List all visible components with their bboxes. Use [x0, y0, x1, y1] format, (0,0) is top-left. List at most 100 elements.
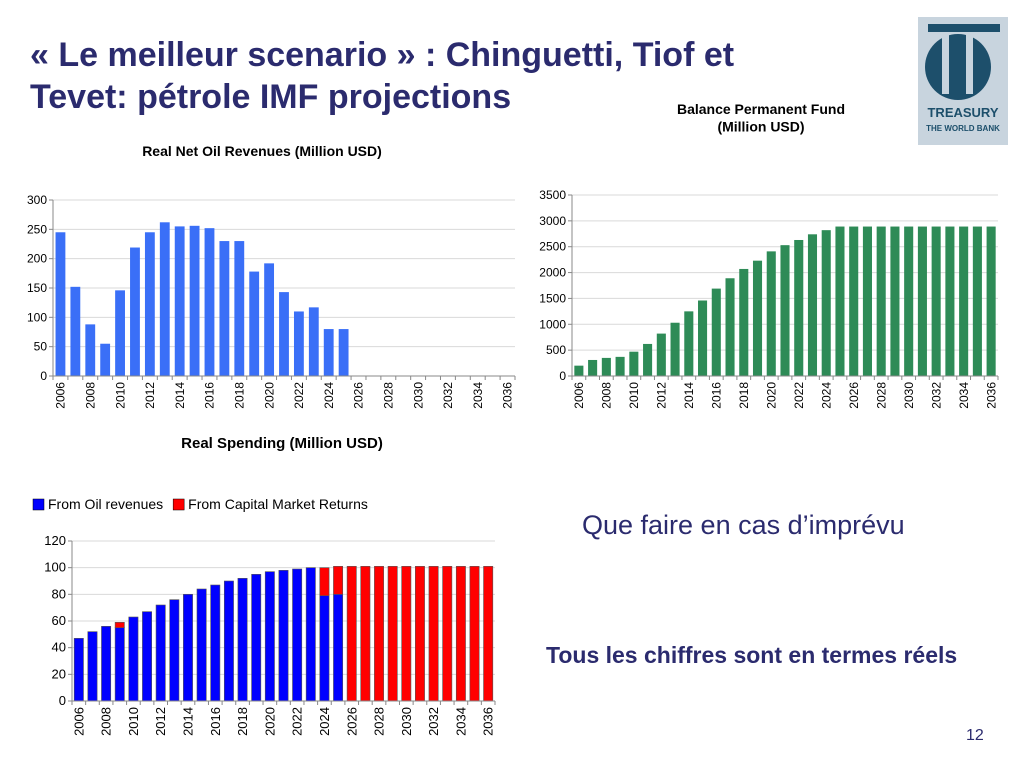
x-tick-label: 2014 — [682, 382, 696, 409]
x-tick-label: 2014 — [181, 707, 196, 736]
legend-swatch-0 — [32, 498, 45, 511]
bar-2009 — [100, 343, 111, 376]
x-tick-label: 2030 — [902, 382, 916, 409]
bar-2026 — [849, 226, 859, 376]
bar-0-2022 — [292, 568, 303, 702]
real-spending-chart: Real Spending (Million USD) From Oil reve… — [32, 435, 496, 736]
x-tick-label: 2030 — [411, 382, 425, 409]
x-tick-label: 2028 — [382, 382, 396, 409]
bar-2016 — [711, 288, 721, 376]
permanent-fund-chart: Balance Permanent Fund (Million USD) 0 500 1… — [539, 101, 999, 409]
x-tick-label: 2006 — [71, 707, 86, 736]
subtext-imprevu: Que faire en cas d’imprévu — [582, 510, 905, 540]
y-tick-label: 80 — [52, 586, 66, 601]
bar-2020 — [264, 263, 275, 376]
bar-1-2036 — [483, 566, 494, 702]
bar-1-2029 — [387, 566, 398, 702]
bar-1-2028 — [374, 566, 384, 702]
x-tick-label: 2018 — [232, 382, 246, 409]
x-tick-label: 2016 — [203, 382, 217, 409]
y-tick-label: 1500 — [539, 291, 566, 305]
bar-2014 — [684, 311, 694, 376]
bar-2023 — [807, 234, 818, 376]
x-tick-label: 2034 — [957, 382, 971, 409]
bar-0-2019 — [251, 574, 262, 702]
bar-1-2030 — [401, 566, 412, 702]
x-tick-label: 2012 — [143, 382, 157, 409]
legend-label-1: From Capital Market Returns — [188, 496, 368, 512]
bar-2034 — [959, 226, 969, 376]
bar-2035 — [972, 226, 982, 376]
bar-1-2031 — [415, 566, 425, 702]
bar-2022 — [293, 311, 304, 376]
bar-2006 — [574, 365, 584, 376]
bar-2017 — [219, 241, 230, 376]
bar-2012 — [144, 232, 155, 376]
bar-2020 — [766, 251, 776, 376]
bar-2023 — [308, 307, 319, 376]
bar-2015 — [698, 300, 708, 376]
bar-2010 — [115, 290, 125, 376]
page-number: 12 — [966, 727, 984, 744]
bar-2014 — [174, 226, 185, 376]
bar-2029 — [890, 226, 900, 376]
oil-revenues-chart: Real Net Oil Revenues (Million USD) 0 50 10… — [27, 143, 516, 409]
x-tick-label: 2010 — [113, 382, 127, 409]
bar-0-2012 — [155, 604, 166, 702]
x-tick-label: 2016 — [709, 382, 723, 409]
legend-label-0: From Oil revenues — [48, 496, 163, 512]
bar-0-2018 — [237, 578, 248, 702]
y-tick-label: 100 — [27, 310, 47, 324]
x-tick-label: 2026 — [344, 707, 359, 736]
bar-0-2017 — [223, 580, 234, 702]
bar-2027 — [862, 226, 872, 376]
bar-2012 — [656, 333, 666, 376]
bar-2016 — [204, 228, 215, 376]
x-tick-label: 2014 — [173, 382, 187, 409]
x-tick-label: 2024 — [819, 382, 833, 409]
bar-2033 — [945, 226, 955, 376]
bar-2017 — [725, 278, 735, 376]
y-tick-label: 50 — [34, 340, 48, 354]
bar-2028 — [876, 226, 886, 376]
bar-0-2016 — [210, 584, 221, 702]
bar-0-2013 — [169, 599, 180, 702]
treasury-logo-icon: TREASURY THE WORLD BANK — [918, 17, 1008, 145]
x-tick-label: 2036 — [984, 382, 998, 409]
bar-2013 — [159, 222, 170, 376]
chart-title: Balance Permanent Fund (Million USD) — [677, 101, 845, 135]
bar-0-2020 — [264, 571, 275, 702]
x-tick-label: 2026 — [352, 382, 366, 409]
x-tick-label: 2010 — [126, 707, 141, 736]
x-tick-label: 2032 — [929, 382, 943, 409]
bar-0-2025 — [333, 594, 344, 702]
x-tick-label: 2016 — [208, 707, 223, 736]
slide-title: « Le meilleur scenario » : Chinguetti, T… — [30, 36, 735, 116]
x-tick-label: 2008 — [83, 382, 97, 409]
x-tick-label: 2006 — [54, 382, 68, 409]
x-tick-label: 2032 — [426, 707, 441, 736]
bar-2009 — [615, 356, 625, 376]
bar-2007 — [70, 286, 81, 376]
x-tick-label: 2036 — [501, 382, 515, 409]
y-tick-label: 1000 — [539, 317, 566, 331]
legend-swatch-1 — [172, 498, 185, 511]
bar-2036 — [986, 226, 996, 376]
y-tick-label: 0 — [559, 369, 566, 383]
note-real-terms: Tous les chiffres sont en termes réels — [546, 642, 958, 668]
logo-line2: THE WORLD BANK — [926, 124, 1000, 133]
x-tick-label: 2006 — [572, 382, 586, 409]
x-tick-label: 2024 — [322, 382, 336, 409]
x-tick-label: 2020 — [262, 382, 276, 409]
bar-2019 — [249, 271, 260, 376]
bar-2022 — [794, 239, 804, 376]
bar-1-2025 — [333, 566, 344, 595]
bar-0-2024 — [319, 595, 330, 702]
bar-0-2007 — [87, 631, 98, 702]
bar-2007 — [588, 359, 598, 376]
y-tick-label: 0 — [59, 693, 66, 708]
bar-2011 — [130, 247, 140, 376]
bar-0-2010 — [128, 616, 139, 702]
x-tick-label: 2022 — [292, 382, 306, 409]
y-tick-label: 3000 — [539, 214, 566, 228]
